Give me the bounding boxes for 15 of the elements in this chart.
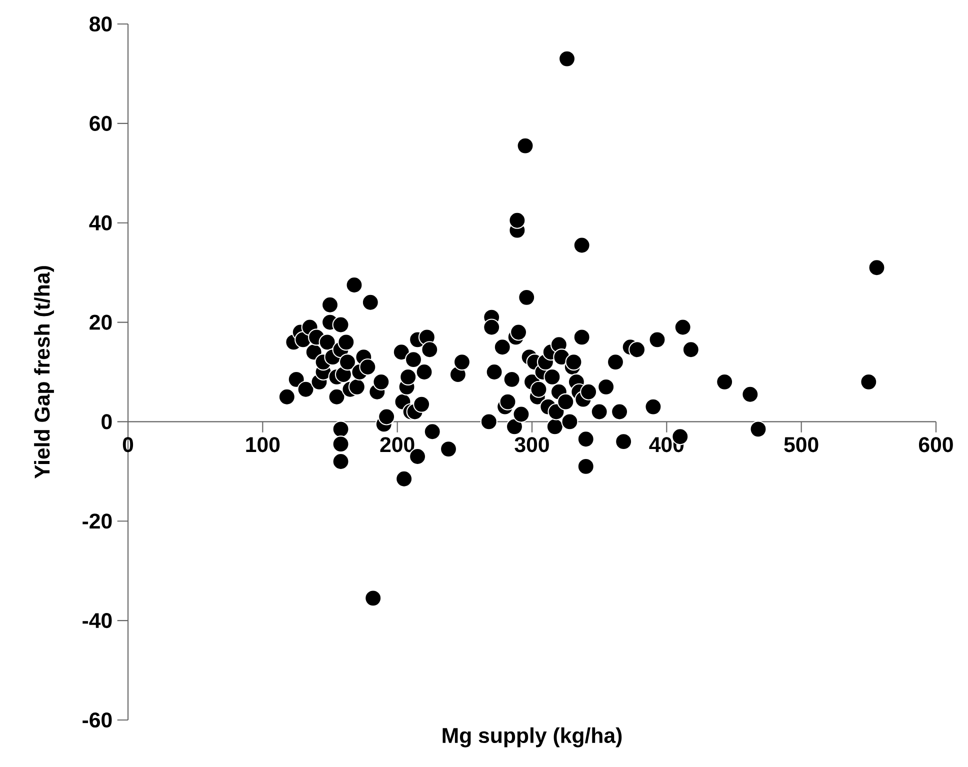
y-tick-label: -20	[82, 514, 112, 529]
x-tick-label: 300	[514, 437, 549, 452]
y-tick-label: 80	[90, 16, 112, 32]
x-tick-label: 200	[380, 437, 414, 452]
y-tick-label: 0	[102, 414, 112, 430]
y-tick-label: 40	[89, 215, 112, 230]
x-tick-label: 500	[784, 437, 818, 452]
x-axis-title: Mg supply (kg/ha)	[442, 727, 622, 748]
y-tick-label: -60	[82, 712, 112, 728]
x-tick-label: 600	[918, 437, 953, 452]
y-tick-label: 60	[90, 116, 112, 131]
y-tick-label: -40	[82, 613, 112, 628]
y-tick-label: 20	[90, 314, 112, 330]
x-tick-label: 100	[246, 437, 280, 452]
y-axis-title: Yield Gap fresh (t/ha)	[34, 266, 54, 479]
